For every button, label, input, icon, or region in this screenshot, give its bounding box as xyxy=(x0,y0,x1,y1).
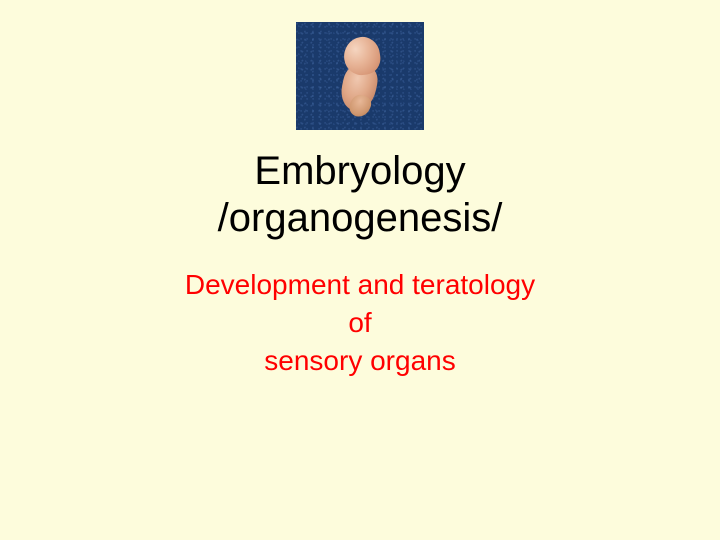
embryo-illustration xyxy=(336,35,384,117)
title-line-2: /organogenesis/ xyxy=(218,195,503,242)
slide-image xyxy=(296,22,424,130)
subtitle-line-1: Development and teratology xyxy=(185,266,535,304)
subtitle-block: Development and teratology of sensory or… xyxy=(185,266,535,379)
title-block: Embryology /organogenesis/ xyxy=(218,148,503,242)
subtitle-line-3: sensory organs xyxy=(185,342,535,380)
subtitle-line-2: of xyxy=(185,304,535,342)
title-line-1: Embryology xyxy=(218,148,503,195)
